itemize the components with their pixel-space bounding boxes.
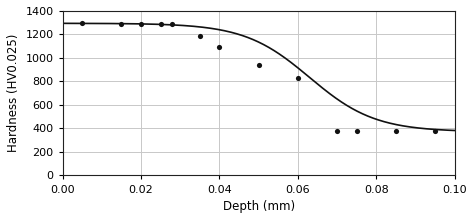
Point — [431, 130, 439, 133]
Point — [169, 22, 176, 26]
Point — [392, 129, 400, 133]
Point — [216, 46, 223, 49]
Y-axis label: Hardness (HV0.025): Hardness (HV0.025) — [7, 34, 20, 152]
X-axis label: Depth (mm): Depth (mm) — [223, 200, 295, 213]
Point — [157, 23, 164, 26]
Point — [255, 63, 263, 67]
Point — [353, 129, 361, 133]
Point — [118, 22, 125, 26]
Point — [79, 22, 86, 25]
Point — [294, 76, 301, 80]
Point — [196, 35, 204, 38]
Point — [137, 22, 145, 26]
Point — [333, 129, 341, 133]
